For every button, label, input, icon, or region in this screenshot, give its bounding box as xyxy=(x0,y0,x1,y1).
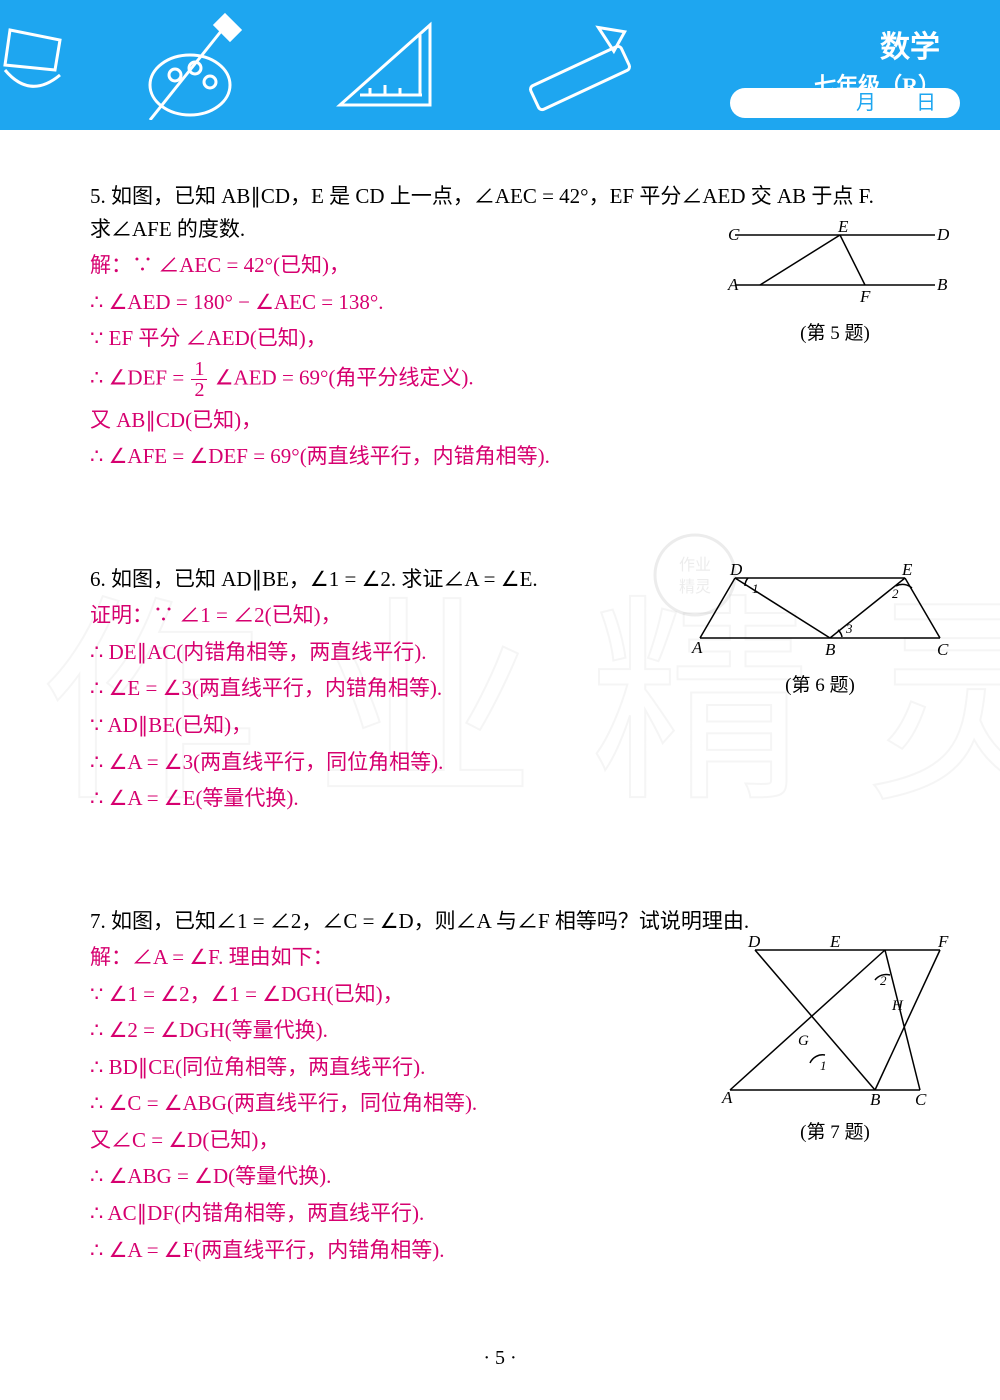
subject-label: 数学 xyxy=(814,22,940,66)
page-content: 5. 如图，已知 AB∥CD，E 是 CD 上一点，∠AEC = 42°，EF … xyxy=(0,130,1000,1266)
figure-5-svg: C E D A F B xyxy=(720,220,950,305)
p6-a6: ∴ ∠A = ∠E(等量代换). xyxy=(90,782,940,815)
lbl7-C: C xyxy=(915,1090,927,1105)
lbl7-G: G xyxy=(798,1033,809,1049)
header-doodle-icons xyxy=(0,10,680,120)
lbl-A: A xyxy=(727,275,739,294)
problem-5: 5. 如图，已知 AB∥CD，E 是 CD 上一点，∠AEC = 42°，EF … xyxy=(90,180,940,473)
p7-a9: ∴ ∠A = ∠F(两直线平行，内错角相等). xyxy=(90,1234,940,1267)
figure-7-svg: D E F A B C G H 1 2 xyxy=(720,935,950,1105)
frac-num: 1 xyxy=(191,359,207,380)
lbl-B: B xyxy=(937,275,948,294)
lbl7-H: H xyxy=(891,998,904,1014)
lbl6-E: E xyxy=(901,563,913,579)
lbl-C: C xyxy=(728,225,740,244)
fraction-icon: 12 xyxy=(191,359,207,400)
lbl7-A: A xyxy=(721,1088,733,1105)
figure-7: D E F A B C G H 1 2 (第 7 题) xyxy=(720,935,950,1148)
page-header: 数学 七年级（R） 月 日 xyxy=(0,0,1000,130)
lbl6-1: 1 xyxy=(752,581,759,596)
figure-6-svg: D E A B C 1 2 3 xyxy=(690,563,950,658)
lbl6-2: 2 xyxy=(892,586,899,601)
lbl7-D: D xyxy=(747,935,761,951)
p6-a5: ∴ ∠A = ∠3(两直线平行，同位角相等). xyxy=(90,746,940,779)
figure-6-caption: (第 6 题) xyxy=(690,671,950,700)
problem-7: 7. 如图，已知∠1 = ∠2，∠C = ∠D，则∠A 与∠F 相等吗？试说明理… xyxy=(90,905,940,1266)
lbl7-1: 1 xyxy=(820,1058,827,1073)
p6-a4: ∵ AD∥BE(已知)， xyxy=(90,709,940,742)
lbl6-D: D xyxy=(729,563,743,579)
date-pill: 月 日 xyxy=(730,88,960,118)
p5-a6: ∴ ∠AFE = ∠DEF = 69°(两直线平行，内错角相等). xyxy=(90,440,940,473)
lbl6-A: A xyxy=(691,638,703,657)
day-label: 日 xyxy=(916,88,936,118)
p7-a8: ∴ AC∥DF(内错角相等，两直线平行). xyxy=(90,1197,940,1230)
page-number: · 5 · xyxy=(0,1347,1000,1370)
lbl7-B: B xyxy=(870,1090,881,1105)
p5-a5: 又 AB∥CD(已知)， xyxy=(90,404,940,437)
figure-5-caption: (第 5 题) xyxy=(720,319,950,348)
p5-a4-post: ∠AED = 69°(角平分线定义). xyxy=(209,365,473,389)
frac-den: 2 xyxy=(191,380,207,400)
problem-7-question: 7. 如图，已知∠1 = ∠2，∠C = ∠D，则∠A 与∠F 相等吗？试说明理… xyxy=(90,905,940,938)
problem-6: 6. 如图，已知 AD∥BE，∠1 = ∠2. 求证∠A = ∠E. 证明：∵ … xyxy=(90,563,940,815)
figure-5: C E D A F B (第 5 题) xyxy=(720,220,950,348)
lbl-F: F xyxy=(859,287,871,305)
q5-line2: 求∠AFE 的度数. xyxy=(90,217,245,241)
lbl7-F: F xyxy=(937,935,949,951)
p7-a7: ∴ ∠ABG = ∠D(等量代换). xyxy=(90,1160,940,1193)
p5-a4-pre: ∴ ∠DEF = xyxy=(90,365,189,389)
lbl-E: E xyxy=(837,220,849,236)
lbl7-E: E xyxy=(829,935,841,951)
lbl6-3: 3 xyxy=(845,621,853,636)
month-label: 月 xyxy=(856,88,876,118)
lbl7-2: 2 xyxy=(880,973,887,988)
lbl6-B: B xyxy=(825,640,836,658)
lbl6-C: C xyxy=(937,640,949,658)
lbl-D: D xyxy=(936,225,950,244)
q5-line1: 5. 如图，已知 AB∥CD，E 是 CD 上一点，∠AEC = 42°，EF … xyxy=(90,184,874,208)
p5-a4: ∴ ∠DEF = 12 ∠AED = 69°(角平分线定义). xyxy=(90,359,940,400)
figure-6: D E A B C 1 2 3 (第 6 题) xyxy=(690,563,950,701)
figure-7-caption: (第 7 题) xyxy=(720,1118,950,1147)
